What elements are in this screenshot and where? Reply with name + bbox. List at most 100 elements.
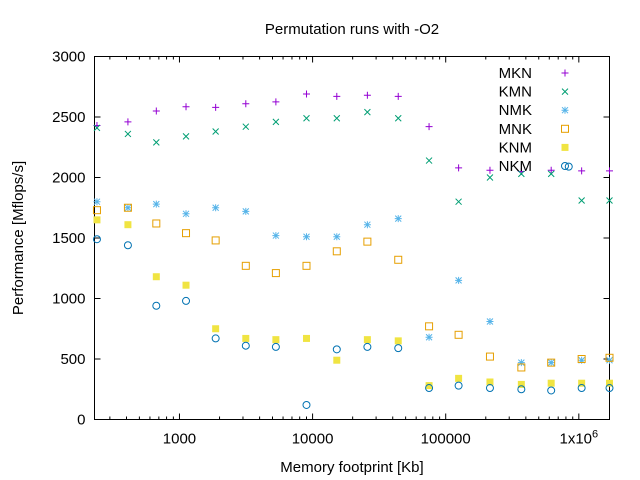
data-point [152,273,160,281]
data-point [211,334,220,343]
legend-marker [561,143,569,151]
data-point [454,381,463,390]
data-point [363,336,371,344]
y-tick-label: 2500 [52,109,85,126]
data-point [364,108,371,116]
data-point [124,204,132,212]
legend-marker [561,124,569,133]
data-point [333,114,341,122]
data-point [242,123,250,131]
data-point [272,98,280,106]
series-kmn [93,108,613,206]
data-point [547,166,555,174]
data-point [547,170,555,178]
legend-marker [561,106,569,114]
data-point [152,107,160,115]
data-point [577,384,586,393]
data-point [182,133,190,140]
data-point [333,356,341,364]
data-point [152,219,161,228]
chart-title: Permutation runs with -O2 [265,21,439,38]
legend-label: KNM [499,139,532,156]
data-point [394,255,403,264]
data-point [606,197,613,204]
data-point [93,198,101,206]
data-point [485,352,494,361]
data-point [425,382,433,390]
data-point [302,400,311,409]
data-point [152,301,161,310]
data-point [182,281,190,289]
data-point [212,128,220,135]
data-point [547,359,555,367]
data-point [212,103,220,111]
data-point [606,356,613,364]
data-point [182,210,190,218]
data-point [455,276,463,284]
legend-label: NMK [499,102,532,119]
data-point [363,221,371,229]
data-point [272,118,280,126]
data-point [242,334,250,342]
data-point [547,379,555,387]
y-tick-label: 0 [77,412,85,429]
series-mkn [93,90,613,175]
data-point [333,233,341,241]
data-point [486,166,494,174]
series-nkm [92,162,614,409]
data-point [425,123,433,131]
data-point [302,90,310,98]
x-tick-label: 10000 [292,431,334,448]
data-point [578,356,586,364]
data-point [271,342,280,351]
x-tick-label: 1x106 [559,429,598,448]
data-point [302,233,310,241]
data-point [124,118,132,126]
data-point [517,363,526,372]
data-point [425,157,433,164]
legend-marker [561,69,569,77]
data-point [93,124,101,132]
legend-label: MNK [499,121,532,138]
legend-label: NKM [499,158,532,175]
data-point [425,384,434,393]
legend-label: KMN [499,84,532,101]
data-point [242,207,250,215]
data-point [425,333,433,341]
data-point [363,91,371,99]
data-point [605,353,614,362]
data-point [211,236,220,245]
data-point [606,167,613,175]
y-tick-label: 1000 [52,291,85,308]
data-point [124,221,132,229]
y-tick-label: 500 [60,351,85,368]
data-point [302,261,311,270]
data-point [517,380,525,388]
data-point [123,241,132,250]
data-point [547,386,556,395]
data-point [212,204,220,212]
data-point [182,296,191,305]
data-point [605,384,614,393]
data-point [455,374,463,382]
data-point [394,215,402,223]
data-point [92,235,101,244]
data-point [212,325,220,333]
x-axis: 1000 10000 100000 1x106 [109,56,598,448]
data-point [517,359,525,367]
data-point [302,334,310,342]
data-point [394,114,402,122]
series-knm [93,216,613,390]
data-point [578,379,586,387]
data-point [394,344,403,353]
data-point [425,322,434,331]
data-point [124,130,132,138]
data-point [454,330,463,339]
y-tick-label: 1500 [52,230,85,247]
x-tick-label: 1000 [163,431,196,448]
data-point [93,216,101,224]
data-point [241,341,250,350]
data-point [486,174,494,181]
